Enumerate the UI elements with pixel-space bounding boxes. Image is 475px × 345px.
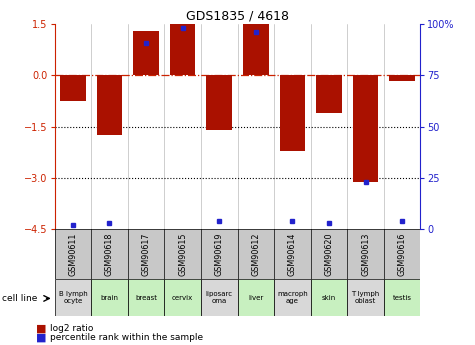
Text: testis: testis xyxy=(392,295,411,300)
Bar xyxy=(347,279,384,316)
Bar xyxy=(170,24,195,76)
Text: ■: ■ xyxy=(36,324,46,333)
Text: GSM90615: GSM90615 xyxy=(178,233,187,276)
Text: brain: brain xyxy=(101,295,118,300)
Text: cervix: cervix xyxy=(172,295,193,300)
Text: B lymph
ocyte: B lymph ocyte xyxy=(58,291,87,304)
Bar xyxy=(97,76,122,135)
Bar xyxy=(316,76,342,113)
Text: cell line: cell line xyxy=(2,294,38,303)
Text: skin: skin xyxy=(322,295,336,300)
Text: GSM90619: GSM90619 xyxy=(215,233,224,276)
Text: GSM90617: GSM90617 xyxy=(142,233,151,276)
Text: log2 ratio: log2 ratio xyxy=(50,324,93,333)
Bar xyxy=(274,279,311,316)
Title: GDS1835 / 4618: GDS1835 / 4618 xyxy=(186,10,289,23)
Text: GSM90618: GSM90618 xyxy=(105,233,114,276)
Text: liposarc
oma: liposarc oma xyxy=(206,291,233,304)
Text: GSM90620: GSM90620 xyxy=(324,233,333,276)
Text: percentile rank within the sample: percentile rank within the sample xyxy=(50,333,203,342)
Text: GSM90611: GSM90611 xyxy=(68,233,77,276)
Bar xyxy=(280,76,305,151)
Bar xyxy=(384,279,420,316)
Bar xyxy=(201,279,238,316)
Bar xyxy=(128,279,164,316)
Text: GSM90614: GSM90614 xyxy=(288,233,297,276)
Bar xyxy=(133,31,159,76)
Bar xyxy=(60,76,86,101)
Text: ■: ■ xyxy=(36,333,46,342)
Bar xyxy=(164,279,201,316)
Text: liver: liver xyxy=(248,295,264,300)
Bar xyxy=(390,76,415,81)
Bar xyxy=(91,279,128,316)
Text: T lymph
oblast: T lymph oblast xyxy=(352,291,380,304)
Text: GSM90613: GSM90613 xyxy=(361,233,370,276)
Bar xyxy=(311,279,347,316)
Bar xyxy=(353,76,378,181)
Text: GSM90616: GSM90616 xyxy=(398,233,407,276)
Bar xyxy=(207,76,232,130)
Bar xyxy=(55,279,91,316)
Bar xyxy=(238,279,274,316)
Bar xyxy=(243,24,268,76)
Text: GSM90612: GSM90612 xyxy=(251,233,260,276)
Text: macroph
age: macroph age xyxy=(277,291,308,304)
Text: breast: breast xyxy=(135,295,157,300)
